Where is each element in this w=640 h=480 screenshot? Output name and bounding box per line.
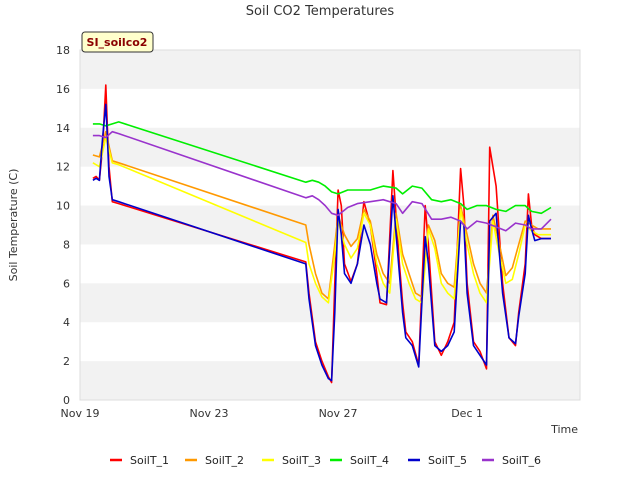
y-tick-label: 14 — [56, 122, 70, 135]
y-tick-label: 18 — [56, 44, 70, 57]
grid-band — [80, 127, 580, 167]
series-line-SoilT_3 — [92, 136, 551, 304]
site-label-box: SI_soilco2 — [81, 31, 154, 53]
x-tick-label: Nov 23 — [190, 407, 229, 420]
y-tick-label: 4 — [63, 316, 70, 329]
y-tick-label: 2 — [63, 355, 70, 368]
x-tick-label: Dec 1 — [451, 407, 483, 420]
y-axis-ticks: 0 2 4 6 8 10 12 14 16 18 — [56, 44, 70, 407]
plot-area — [92, 84, 552, 384]
legend: SoilT_1 SoilT_2 SoilT_3 SoilT_4 SoilT_5 SoilT… — [110, 454, 541, 467]
series-line-SoilT_4 — [92, 121, 552, 215]
legend-label: SoilT_4 — [350, 454, 389, 467]
y-axis-label: Soil Temperature (C) — [7, 169, 20, 282]
y-tick-label: 6 — [63, 277, 70, 290]
chart-title: Soil CO2 Temperatures — [246, 4, 395, 19]
series-line-SoilT_2 — [92, 130, 551, 300]
legend-label: SoilT_5 — [428, 454, 467, 467]
x-axis-label: Time — [550, 423, 578, 436]
y-tick-label: 10 — [56, 200, 70, 213]
y-tick-label: 12 — [56, 161, 70, 174]
y-tick-label: 0 — [63, 394, 70, 407]
legend-label: SoilT_6 — [502, 454, 541, 467]
y-tick-label: 8 — [63, 238, 70, 251]
site-label: SI_soilco2 — [87, 36, 148, 49]
legend-label: SoilT_1 — [130, 454, 169, 467]
legend-label: SoilT_3 — [282, 454, 321, 467]
grid-band — [80, 50, 580, 89]
y-tick-label: 16 — [56, 83, 70, 96]
series-line-SoilT_6 — [92, 130, 552, 232]
x-axis-ticks: Nov 19 Nov 23 Nov 27 Dec 1 — [61, 407, 483, 420]
plot-border — [79, 49, 581, 401]
background-bands — [79, 49, 581, 401]
x-tick-label: Nov 19 — [61, 407, 100, 420]
legend-label: SoilT_2 — [205, 454, 244, 467]
series-line-SoilT_5 — [92, 103, 551, 382]
x-tick-label: Nov 27 — [319, 407, 358, 420]
